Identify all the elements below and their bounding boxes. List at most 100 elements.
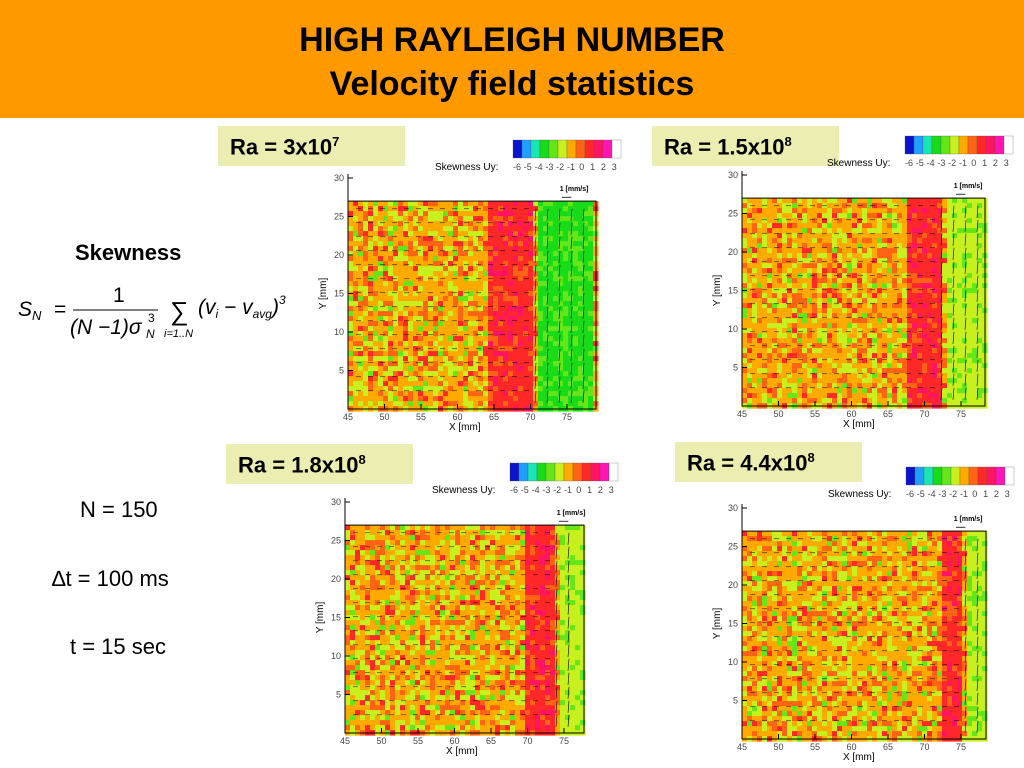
heatmap-cell [518,341,524,347]
heatmap-cell [877,278,883,284]
heatmap-cell [488,391,494,397]
heatmap-cell [433,201,439,207]
heatmap-cell [563,221,569,227]
heatmap-cell [917,268,923,274]
heatmap-cell [383,231,389,237]
heatmap-cell [538,236,544,242]
heatmap-cell [538,391,544,397]
heatmap-cell [533,381,539,387]
heatmap-cell [962,393,968,399]
heatmap-cell [927,308,933,314]
heatmap-cell [553,246,559,252]
heatmap-cell [523,386,529,392]
heatmap-cell [403,211,409,217]
heatmap-cell [523,271,529,277]
heatmap-cell [398,391,404,397]
heatmap-cell [792,308,798,314]
heatmap-cell [465,530,471,536]
heatmap-cell [782,203,788,209]
heatmap-cell [882,353,888,359]
heatmap-cell [508,261,514,267]
heatmap-cell [538,226,544,232]
heatmap-cell [822,323,828,329]
heatmap-cell [365,535,371,541]
heatmap-cell [842,393,848,399]
heatmap-cell [957,348,963,354]
heatmap-cell [767,278,773,284]
heatmap-cell [912,298,918,304]
heatmap-cell [363,246,369,252]
heatmap-cell [388,206,394,212]
heatmap-cell [852,203,858,209]
heatmap-cell [797,378,803,384]
heatmap-cell [867,273,873,279]
heatmap-cell [857,388,863,394]
heatmap-cell [518,361,524,367]
heatmap-cell [558,396,564,402]
heatmap-cell [588,266,594,272]
heatmap-cell [413,351,419,357]
heatmap-cell [388,296,394,302]
heatmap-cell [553,316,559,322]
heatmap-cell [782,218,788,224]
heatmap-cell [463,396,469,402]
heatmap-cell [463,401,469,407]
heatmap-cell [857,363,863,369]
heatmap-cell [503,231,509,237]
heatmap-cell [742,298,748,304]
heatmap-cell [972,223,978,229]
heatmap-cell [792,358,798,364]
heatmap-cell [782,298,788,304]
heatmap-cell [957,208,963,214]
heatmap-cell [503,286,509,292]
heatmap-cell [433,256,439,262]
heatmap-cell [578,276,584,282]
heatmap-cell [498,291,504,297]
heatmap-cell [453,221,459,227]
heatmap-cell [932,348,938,354]
heatmap-cell [882,253,888,259]
heatmap-cell [762,218,768,224]
heatmap-cell [458,351,464,357]
heatmap-cell [882,338,888,344]
heatmap-cell [398,386,404,392]
heatmap-cell [558,226,564,232]
heatmap-cell [528,366,534,372]
heatmap-cell [942,368,948,374]
heatmap-cell [797,318,803,324]
heatmap-cell [363,316,369,322]
heatmap-cell [902,208,908,214]
heatmap-cell [553,206,559,212]
heatmap-cell [947,258,953,264]
heatmap-cell [842,233,848,239]
heatmap-cell [573,251,579,257]
heatmap-cell [972,338,978,344]
heatmap-cell [747,353,753,359]
heatmap-cell [907,313,913,319]
heatmap-cell [977,283,983,289]
heatmap-cell [383,301,389,307]
heatmap-cell [378,371,384,377]
heatmap-cell [947,398,953,404]
heatmap-cell [862,373,868,379]
heatmap-cell [493,321,499,327]
heatmap-cell [518,266,524,272]
heatmap-cell [353,316,359,322]
heatmap-cell [952,348,958,354]
heatmap-cell [418,386,424,392]
heatmap-cell [787,398,793,404]
heatmap-cell [478,316,484,322]
heatmap-cell [408,381,414,387]
heatmap-cell [887,328,893,334]
heatmap-cell [922,273,928,279]
heatmap-cell [358,291,364,297]
heatmap-cell [423,241,429,247]
heatmap-cell [503,266,509,272]
heatmap-cell [922,263,928,269]
heatmap-cell [348,276,354,282]
heatmap-cell [832,323,838,329]
heatmap-cell [877,263,883,269]
heatmap-cell [483,276,489,282]
heatmap-cell [827,253,833,259]
colorbar-tick: -4 [927,158,935,168]
